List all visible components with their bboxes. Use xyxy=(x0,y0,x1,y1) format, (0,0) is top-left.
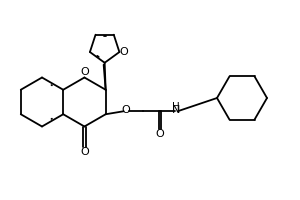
Text: O: O xyxy=(81,67,89,77)
Text: O: O xyxy=(122,105,130,115)
Text: O: O xyxy=(156,129,164,139)
Text: O: O xyxy=(119,47,128,57)
Text: N: N xyxy=(172,105,180,115)
Text: H: H xyxy=(172,102,179,112)
Text: O: O xyxy=(80,147,89,157)
